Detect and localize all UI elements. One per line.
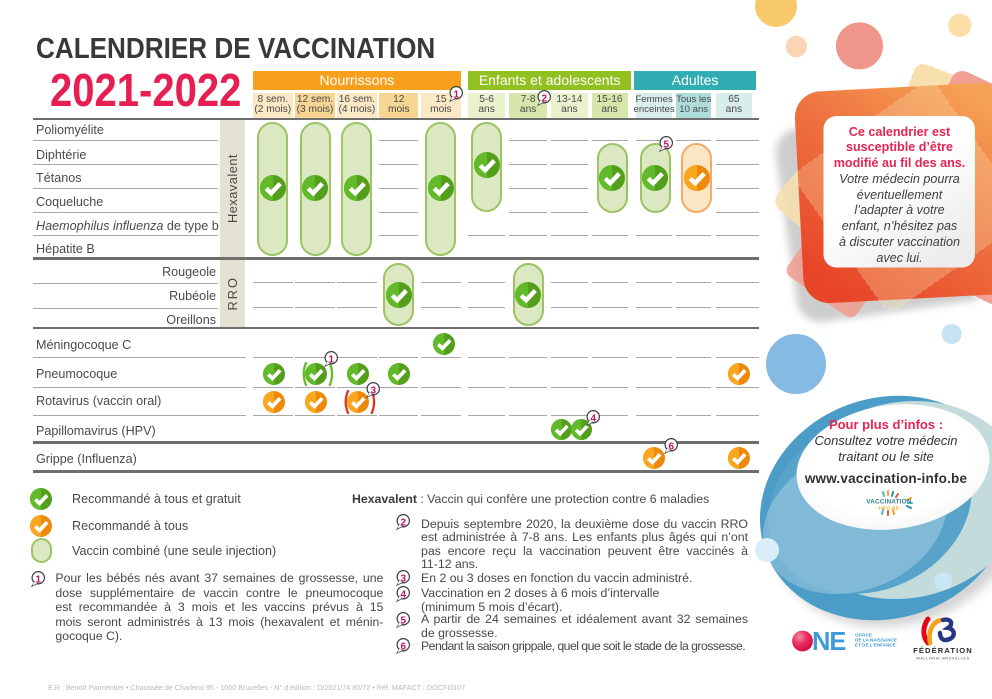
svg-text:1: 1 [328, 354, 334, 365]
svg-text:DE LA NAISSANCE: DE LA NAISSANCE [855, 638, 897, 643]
svg-text:OFFICE: OFFICE [855, 633, 872, 638]
svg-text:1: 1 [454, 89, 460, 100]
svg-text:4: 4 [401, 589, 407, 600]
svg-text:VACCINATION: VACCINATION [866, 499, 912, 506]
svg-text:5: 5 [663, 139, 669, 150]
svg-text:WALLONIE-BRUXELLES: WALLONIE-BRUXELLES [916, 656, 969, 661]
svg-text:3: 3 [401, 573, 407, 584]
svg-text:2: 2 [401, 517, 407, 528]
svg-text:FÉDÉRATION: FÉDÉRATION [913, 646, 973, 655]
svg-text:4: 4 [590, 413, 596, 424]
svg-text:2: 2 [542, 93, 548, 104]
svg-text:ET DE L'ENFANCE: ET DE L'ENFANCE [855, 643, 896, 648]
svg-text:NE: NE [812, 628, 846, 654]
svg-text:6: 6 [669, 442, 675, 453]
svg-text:5: 5 [401, 615, 407, 626]
svg-text:3: 3 [370, 385, 376, 396]
svg-text:-INFO.BE-: -INFO.BE- [877, 506, 901, 511]
svg-text:6: 6 [401, 642, 407, 653]
svg-text:1: 1 [35, 575, 41, 586]
